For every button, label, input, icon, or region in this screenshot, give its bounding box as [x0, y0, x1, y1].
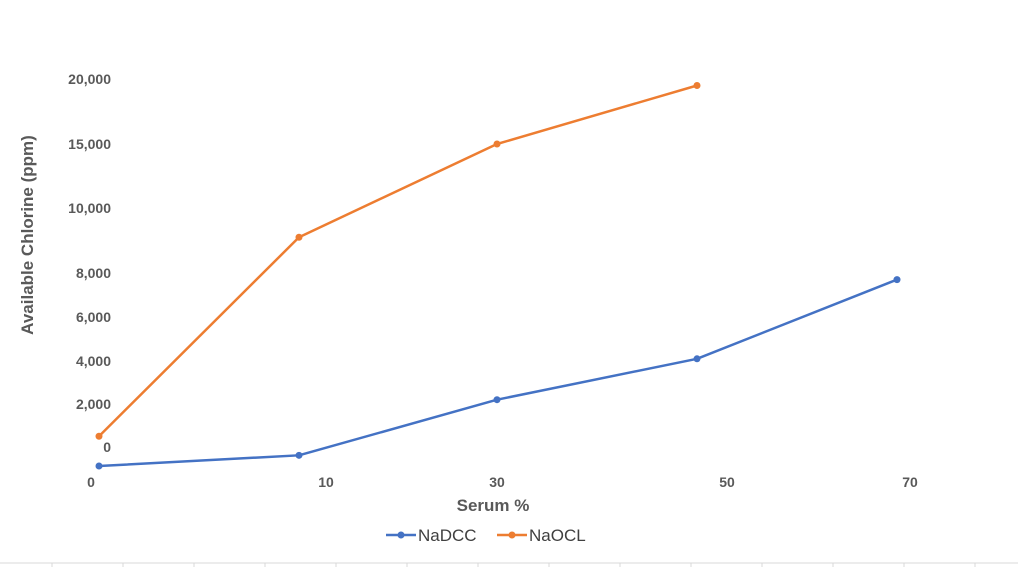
- y-tick-label: 4,000: [76, 353, 111, 369]
- y-tick-label: 10,000: [68, 200, 111, 216]
- y-tick-label: 2,000: [76, 396, 111, 412]
- x-axis-ticks: 0 10 30 50 70: [87, 474, 918, 490]
- legend: NaDCC NaOCL: [386, 526, 586, 545]
- legend-marker-nadcc: [397, 531, 405, 539]
- y-tick-label: 6,000: [76, 309, 111, 325]
- y-tick-label: 20,000: [68, 71, 111, 87]
- y-axis-title: Available Chlorine (ppm): [18, 135, 37, 335]
- legend-label-naocl: NaOCL: [529, 526, 586, 545]
- y-tick-label: 0: [103, 439, 111, 455]
- data-point-nadcc: [95, 462, 103, 470]
- data-point-nadcc: [893, 276, 901, 284]
- data-point-naocl: [295, 233, 303, 241]
- data-point-naocl: [95, 432, 103, 440]
- series-line-nadcc: [98, 278, 898, 468]
- x-tick-label: 50: [719, 474, 735, 490]
- data-point-naocl: [493, 140, 501, 148]
- series-line-naocl: [98, 84, 698, 438]
- data-point-nadcc: [693, 355, 701, 363]
- data-point-naocl: [693, 82, 701, 89]
- x-tick-label: 10: [318, 474, 334, 490]
- plot-area: [95, 82, 901, 470]
- x-tick-label: 30: [489, 474, 505, 490]
- legend-marker-naocl: [508, 531, 516, 539]
- y-tick-label: 15,000: [68, 136, 111, 152]
- bottom-border: [0, 562, 1018, 567]
- legend-label-nadcc: NaDCC: [418, 526, 477, 545]
- x-tick-label: 70: [902, 474, 918, 490]
- x-axis-title: Serum %: [457, 496, 530, 515]
- data-point-nadcc: [295, 451, 303, 459]
- y-axis-ticks: 0 2,000 4,000 6,000 8,000 10,000 15,000 20,000: [68, 71, 111, 455]
- data-point-nadcc: [493, 396, 501, 404]
- x-tick-label: 0: [87, 474, 95, 490]
- y-tick-label: 8,000: [76, 265, 111, 281]
